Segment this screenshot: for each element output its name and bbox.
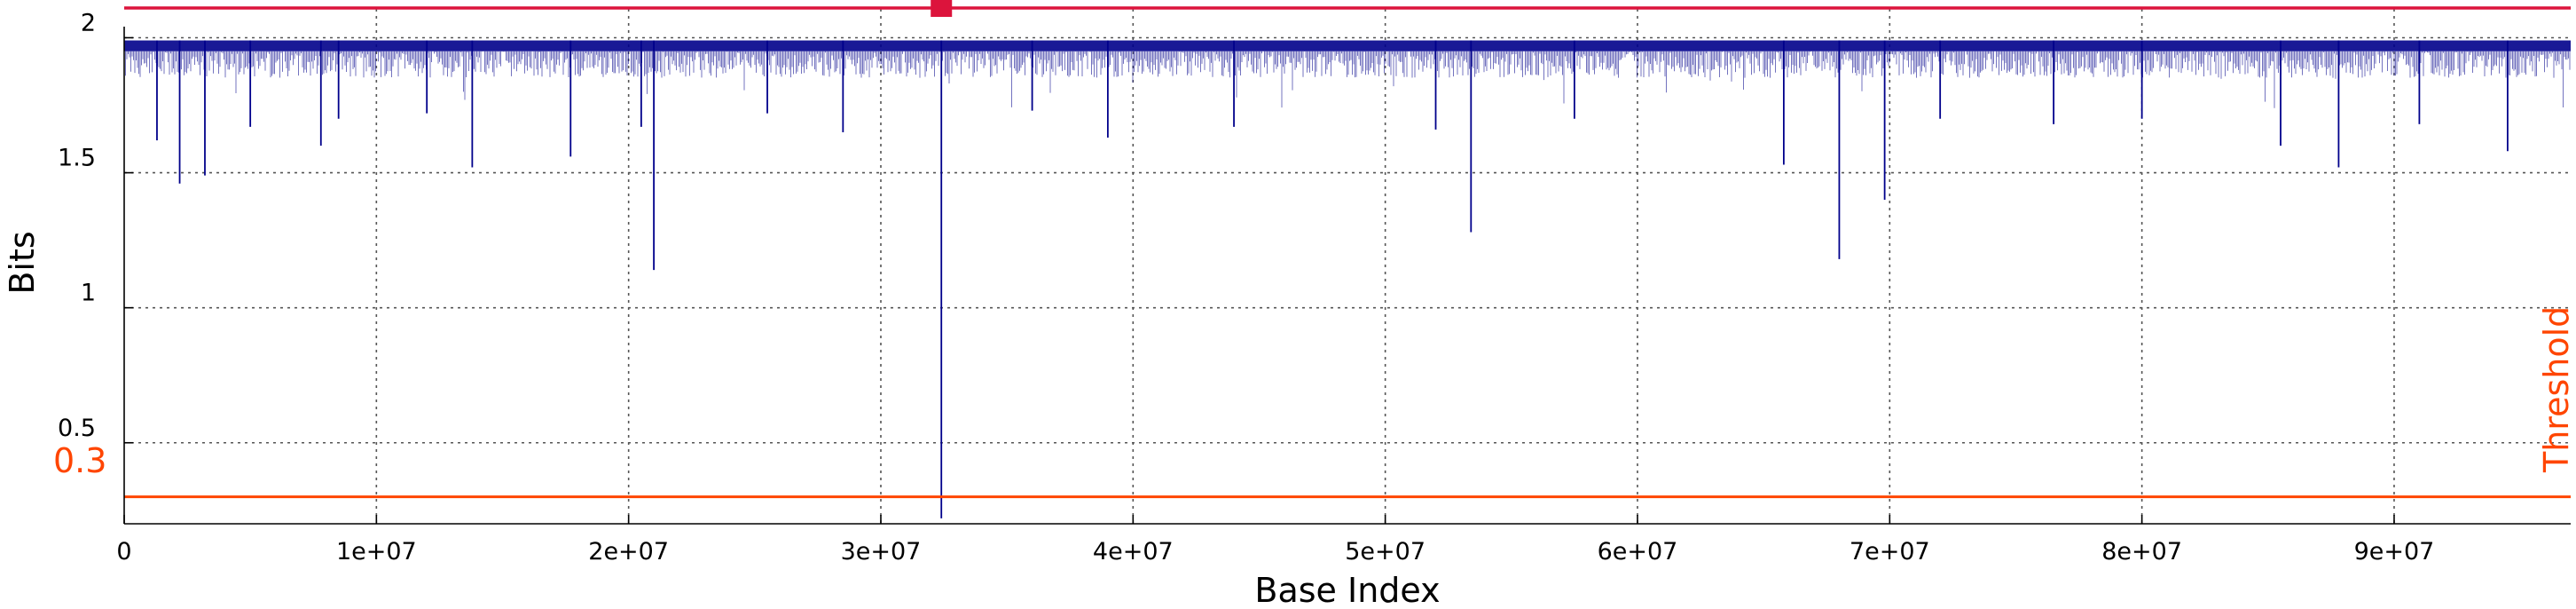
data-series (123, 40, 2571, 518)
y-tick-label: 1 (81, 280, 96, 307)
series-noise (123, 51, 2571, 108)
tick-labels: 0 1e+07 2e+07 3e+07 4e+07 5e+07 6e+07 7e+07 8e+0… (58, 10, 2434, 566)
position-marker (931, 0, 953, 18)
threshold-label: Threshold (2537, 306, 2576, 473)
x-tick-label: 1e+07 (336, 538, 417, 566)
y-tick-label: 1.5 (58, 145, 96, 172)
series-band (124, 40, 2571, 51)
x-tick-label: 5e+07 (1345, 538, 1425, 566)
threshold-value-label: 0.3 (53, 441, 106, 480)
reference-lines (124, 0, 2571, 499)
x-tick-label: 0 (116, 538, 131, 566)
x-tick-label: 2e+07 (588, 538, 669, 566)
x-tick-label: 6e+07 (1598, 538, 1678, 566)
y-tick-label: 0.5 (58, 415, 96, 442)
grid-lines (124, 9, 2571, 524)
x-tick-label: 9e+07 (2354, 538, 2435, 566)
x-axis-title: Base Index (1254, 571, 1440, 609)
plot-frame (123, 27, 2571, 525)
x-tick-label: 7e+07 (1850, 538, 1930, 566)
y-axis-title: Bits (3, 231, 42, 294)
x-tick-label: 4e+07 (1093, 538, 1174, 566)
x-tick-label: 8e+07 (2101, 538, 2182, 566)
y-tick-label: 2 (81, 10, 96, 37)
x-tick-label: 3e+07 (841, 538, 922, 566)
